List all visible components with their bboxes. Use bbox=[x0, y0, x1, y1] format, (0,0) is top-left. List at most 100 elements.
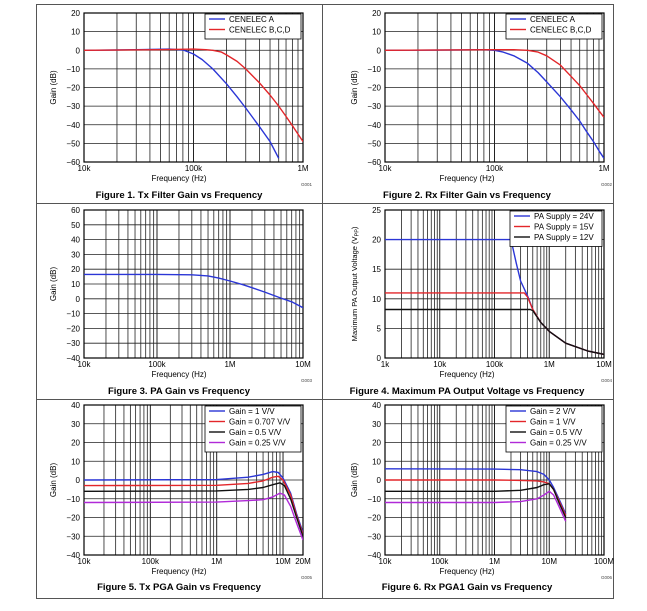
y-tick-label: −40 bbox=[367, 121, 381, 130]
y-tick-label: 10 bbox=[71, 280, 80, 289]
y-tick-label: −10 bbox=[367, 65, 381, 74]
y-tick-label: 20 bbox=[372, 236, 381, 245]
legend: CENELEC A CENELEC B,C,D bbox=[505, 13, 603, 40]
y-tick-label: 10 bbox=[372, 295, 381, 304]
x-tick-label: 10k bbox=[78, 164, 92, 173]
x-axis-title: Frequency (Hz) bbox=[439, 174, 494, 183]
y-tick-label: −10 bbox=[367, 495, 381, 504]
y-tick-label: −20 bbox=[367, 84, 381, 93]
y-tick-label: 40 bbox=[71, 401, 80, 410]
legend-label: CENELEC A bbox=[530, 15, 576, 24]
y-axis-title: Gain (dB) bbox=[49, 463, 58, 498]
legend-label: PA Supply = 15V bbox=[534, 223, 594, 232]
x-tick-label: 10M bbox=[541, 557, 557, 566]
series-line-2 bbox=[84, 475, 303, 535]
legend-label: Gain = 0.25 V/V bbox=[530, 439, 587, 448]
y-tick-label: −40 bbox=[66, 551, 80, 560]
chart-5: −40 −30 −20 −10 0 10 20 30 40 10k 100k 1M 10M 20M Freq… bbox=[49, 401, 312, 593]
y-tick-label: 0 bbox=[76, 46, 81, 55]
x-tick-label: 100k bbox=[486, 164, 504, 173]
figure-caption: Figure 4. Maximum PA Output Voltage vs F… bbox=[350, 386, 585, 397]
legend-label: PA Supply = 24V bbox=[534, 212, 594, 221]
figure-caption: Figure 3. PA Gain vs Frequency bbox=[108, 386, 251, 397]
figure-caption: Figure 2. Rx Filter Gain vs Frequency bbox=[383, 190, 552, 201]
y-tick-label: −40 bbox=[66, 121, 80, 130]
x-tick-label: 1k bbox=[381, 360, 390, 369]
y-tick-label: −10 bbox=[66, 495, 80, 504]
chart-4: 0 5 10 15 20 25 1k 10k 100k 1M 10M Frequency (Hz) Ma… bbox=[350, 206, 613, 397]
x-tick-label: 10k bbox=[78, 557, 92, 566]
y-axis-title: Gain (dB) bbox=[350, 463, 359, 498]
y-tick-label: −20 bbox=[66, 84, 80, 93]
y-tick-label: −40 bbox=[367, 551, 381, 560]
y-tick-label: −50 bbox=[367, 139, 381, 148]
y-tick-label: 10 bbox=[372, 457, 381, 466]
x-tick-label: 100k bbox=[185, 164, 203, 173]
y-axis-title-main: Maximum PA Output Voltage (V bbox=[350, 236, 359, 341]
x-axis-title: Frequency (Hz) bbox=[439, 567, 494, 576]
y-tick-label: 20 bbox=[71, 265, 80, 274]
x-tick-label: 10k bbox=[379, 164, 393, 173]
y-tick-label: −10 bbox=[66, 310, 80, 319]
y-axis-title: Gain (dB) bbox=[49, 70, 58, 105]
y-axis-title: Maximum PA Output Voltage (VPP) bbox=[350, 226, 361, 341]
y-tick-label: 40 bbox=[71, 236, 80, 245]
y-tick-label: 30 bbox=[372, 420, 381, 429]
y-tick-label: −30 bbox=[66, 532, 80, 541]
figure-code: G006 bbox=[601, 575, 613, 580]
figure-code: G004 bbox=[601, 378, 613, 383]
plot-area bbox=[384, 209, 605, 359]
x-tick-label: 10k bbox=[379, 557, 393, 566]
y-tick-label: 60 bbox=[71, 206, 80, 215]
legend-label: CENELEC B,C,D bbox=[229, 26, 291, 35]
series-line-1 bbox=[385, 468, 567, 515]
y-tick-label: 10 bbox=[71, 457, 80, 466]
y-tick-label: 30 bbox=[71, 250, 80, 259]
x-tick-label: 10k bbox=[78, 360, 92, 369]
x-axis-title: Frequency (Hz) bbox=[439, 370, 494, 379]
x-tick-label: 1M bbox=[544, 360, 555, 369]
x-tick-label: 10M bbox=[596, 360, 612, 369]
plot-area bbox=[384, 12, 605, 163]
x-tick-label: 100k bbox=[148, 360, 166, 369]
y-tick-label: 0 bbox=[377, 354, 382, 363]
y-axis-title: Gain (dB) bbox=[350, 70, 359, 105]
x-tick-label: 10k bbox=[433, 360, 447, 369]
figure-caption: Figure 5. Tx PGA Gain vs Frequency bbox=[97, 582, 262, 593]
y-tick-label: −30 bbox=[66, 339, 80, 348]
y-tick-label: −60 bbox=[66, 158, 80, 167]
figure-caption: Figure 6. Rx PGA1 Gain vs Frequency bbox=[382, 582, 553, 593]
series-line-1 bbox=[84, 273, 303, 309]
y-tick-label: −20 bbox=[367, 514, 381, 523]
legend-label: Gain = 0.707 V/V bbox=[229, 418, 291, 427]
legend-label: Gain = 1 V/V bbox=[530, 418, 576, 427]
x-tick-label: 10M bbox=[295, 360, 311, 369]
legend-box bbox=[509, 210, 603, 247]
y-tick-label: 10 bbox=[71, 28, 80, 37]
x-tick-label: 10M bbox=[275, 557, 291, 566]
series-line-3 bbox=[385, 483, 567, 518]
chart-3: −40 −30 −20 −10 0 10 20 30 40 50 60 10k 100k 1M 10M Fre… bbox=[49, 206, 312, 397]
x-tick-label: 100k bbox=[142, 557, 160, 566]
y-tick-label: 0 bbox=[377, 476, 382, 485]
legend-label: Gain = 1 V/V bbox=[229, 407, 275, 416]
series-line-3 bbox=[385, 308, 604, 356]
x-tick-label: 1M bbox=[211, 557, 222, 566]
y-tick-label: 50 bbox=[71, 221, 80, 230]
figure-cell-frame bbox=[322, 399, 614, 599]
series-line-2 bbox=[84, 48, 303, 142]
y-tick-label: 15 bbox=[372, 265, 381, 274]
x-tick-label: 1M bbox=[297, 164, 308, 173]
y-tick-label: −30 bbox=[66, 102, 80, 111]
y-tick-label: 20 bbox=[372, 439, 381, 448]
y-tick-label: 20 bbox=[372, 9, 381, 18]
figure-caption: Figure 1. Tx Filter Gain vs Frequency bbox=[96, 190, 264, 201]
y-axis-title: Gain (dB) bbox=[49, 267, 58, 302]
x-tick-label: 100k bbox=[431, 557, 449, 566]
legend-box bbox=[204, 13, 302, 40]
